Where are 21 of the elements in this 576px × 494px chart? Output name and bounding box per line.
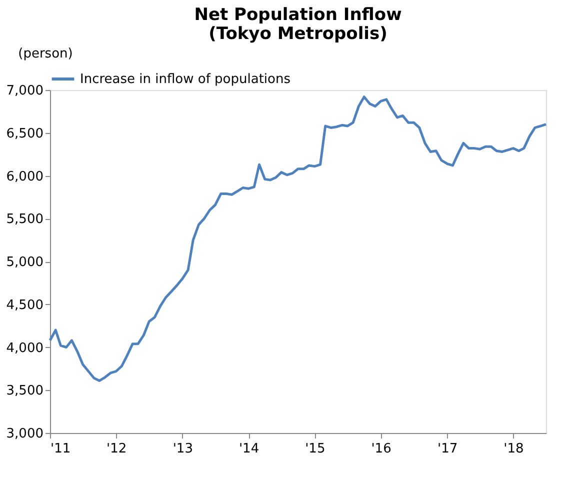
y-tick-label: 4,500 <box>6 298 44 313</box>
y-axis-title: (person) <box>18 46 73 62</box>
x-tick-label: '13 <box>172 442 193 456</box>
y-tick-label: 6,000 <box>6 169 44 184</box>
x-tick-label: '14 <box>238 442 260 456</box>
y-tick-label: 3,500 <box>6 384 44 399</box>
chart-title: Net Population Inflow (Tokyo Metropolis) <box>194 5 402 44</box>
y-tick-label: 4,000 <box>6 340 44 356</box>
x-tick-label: '15 <box>305 442 326 456</box>
line-series <box>48 96 548 382</box>
x-tick-label: '12 <box>106 442 127 456</box>
x-tick-label: '11 <box>50 442 71 456</box>
x-tick-label: '18 <box>504 442 524 456</box>
x-tick-label: '16 <box>371 442 392 456</box>
y-tick-label: 5,500 <box>6 212 44 228</box>
x-tick-label: '17 <box>438 442 458 456</box>
y-tick-label: 6,500 <box>6 126 44 142</box>
y-tick-label: 3,000 <box>6 426 44 442</box>
legend-label: Increase in inflow of populations <box>80 72 291 87</box>
y-tick-label: 5,000 <box>6 255 44 270</box>
y-tick-label: 7,000 <box>6 84 44 98</box>
